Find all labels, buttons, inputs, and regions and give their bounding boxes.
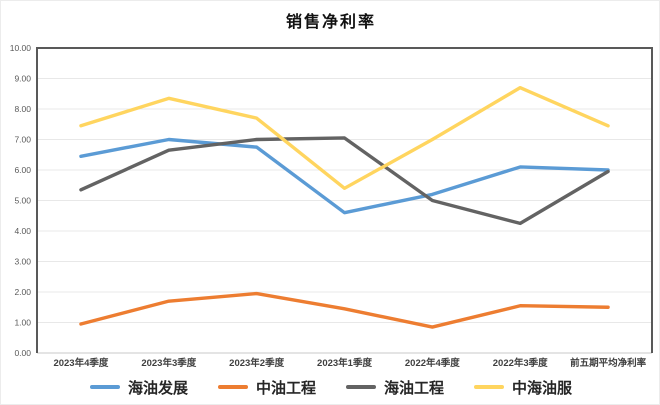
x-category-label: 前五期平均净利率 — [570, 357, 647, 369]
legend-label: 中油工程 — [255, 380, 316, 397]
legend-item-0: 海油发展 — [89, 377, 188, 398]
y-tick-label: 6.00 — [14, 165, 31, 175]
x-category-label: 2022年3季度 — [493, 357, 548, 369]
legend-item-1: 中油工程 — [217, 377, 316, 398]
series-line-1 — [79, 291, 610, 329]
x-category-label: 2023年4季度 — [53, 357, 108, 369]
plot-border — [36, 47, 653, 353]
y-tick-label: 8.00 — [14, 104, 31, 114]
legend-label: 海油工程 — [384, 380, 445, 397]
legend-marker-line-icon — [346, 385, 376, 389]
y-tick-label: 0.00 — [14, 348, 31, 358]
legend-marker-line-icon — [474, 385, 505, 389]
legend-item-3: 中海油服 — [474, 377, 572, 398]
chart-legend: 海油发展 中油工程 海油工程 中海油服 — [1, 372, 659, 402]
series-line-3 — [79, 85, 610, 191]
legend-marker-line-icon — [217, 385, 248, 389]
y-tick-label: 4.00 — [14, 226, 31, 236]
legend-label: 中海油服 — [512, 380, 573, 397]
y-tick-label: 2.00 — [14, 287, 31, 297]
legend-item-2: 海油工程 — [346, 377, 444, 398]
y-tick-label: 3.00 — [14, 257, 31, 267]
x-category-label: 2022年4季度 — [405, 357, 460, 369]
y-tick-label: 7.00 — [14, 135, 31, 145]
y-tick-label: 5.00 — [14, 196, 31, 206]
x-category-label: 2023年3季度 — [141, 357, 196, 369]
series-line-0 — [79, 137, 610, 215]
chart-title: 销售净利率 — [285, 14, 376, 31]
y-tick-label: 1.00 — [14, 318, 31, 328]
legend-marker-line-icon — [89, 385, 120, 389]
y-tick-label: 9.00 — [14, 74, 31, 84]
x-category-label: 2023年2季度 — [229, 357, 284, 369]
legend-label: 海油发展 — [127, 380, 188, 397]
y-tick-label: 10.00 — [10, 43, 32, 53]
series-line-2 — [79, 136, 610, 226]
x-category-label: 2023年1季度 — [317, 357, 372, 369]
